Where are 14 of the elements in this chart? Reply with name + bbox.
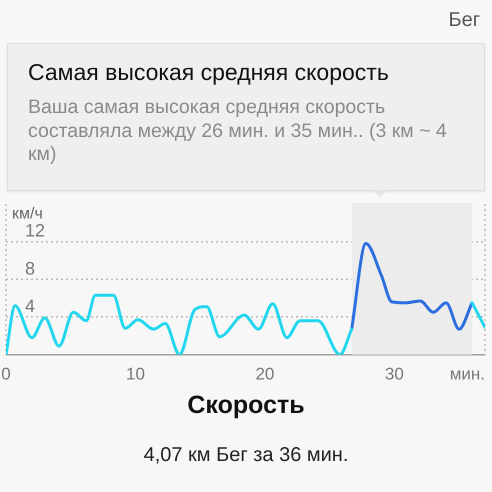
x-tick-label: 20: [255, 364, 274, 384]
text: Скорость: [186, 391, 306, 420]
text: Бег: [448, 9, 480, 32]
x-tick-label: 30: [384, 364, 404, 384]
text: 4,07 км Бег за 36 мин.: [142, 444, 350, 467]
y-tick-label: 12: [25, 220, 46, 241]
y-axis-title: км/ч: [12, 205, 43, 222]
x-tick-label: 0: [1, 364, 11, 384]
x-axis-title: мин.: [450, 364, 485, 384]
x-tick-label: 10: [126, 364, 145, 384]
text: Ваша самая высокая средняя скорость составляла между 26 мин. и 35 мин.. (3 км ~ 4 км): [28, 96, 448, 166]
text: Самая высокая средняя скорость: [28, 59, 389, 86]
y-tick-label: 8: [25, 258, 36, 278]
y-tick-label: 4: [25, 296, 36, 316]
